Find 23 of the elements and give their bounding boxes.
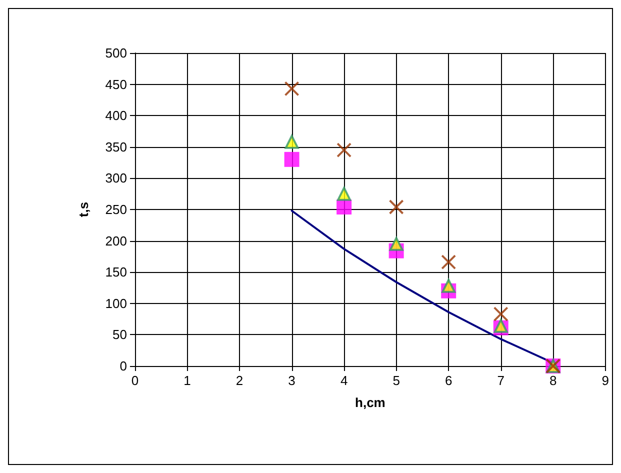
x-tick-label: 0 — [131, 373, 139, 388]
x-tick-label: 3 — [288, 373, 296, 388]
x-tick-label: 1 — [184, 373, 191, 388]
y-tick-label: 0 — [120, 358, 127, 374]
x-tick-label: 8 — [550, 373, 557, 388]
y-tick-label: 150 — [105, 264, 127, 280]
y-tick-label: 350 — [105, 139, 127, 154]
x-tick-label: 9 — [602, 373, 609, 388]
y-tick-label: 50 — [112, 327, 127, 342]
y-tick-label: 250 — [105, 202, 127, 217]
y-tick-label: 450 — [105, 76, 127, 92]
y-axis-title: t,s — [76, 202, 91, 218]
x-tick-label: 4 — [340, 373, 348, 388]
y-tick-label: 200 — [105, 233, 127, 248]
x-axis-title: h,cm — [355, 395, 386, 410]
y-tick-label: 500 — [105, 46, 127, 60]
x-tick-label: 6 — [444, 373, 452, 388]
y-tick-label: 400 — [105, 108, 127, 124]
x-tick-label: 2 — [236, 373, 244, 388]
y-tick-label: 300 — [105, 170, 127, 186]
y-tick-label: 100 — [105, 296, 127, 311]
x-tick-label: 7 — [497, 373, 504, 388]
x-tick-label: 5 — [392, 373, 400, 388]
